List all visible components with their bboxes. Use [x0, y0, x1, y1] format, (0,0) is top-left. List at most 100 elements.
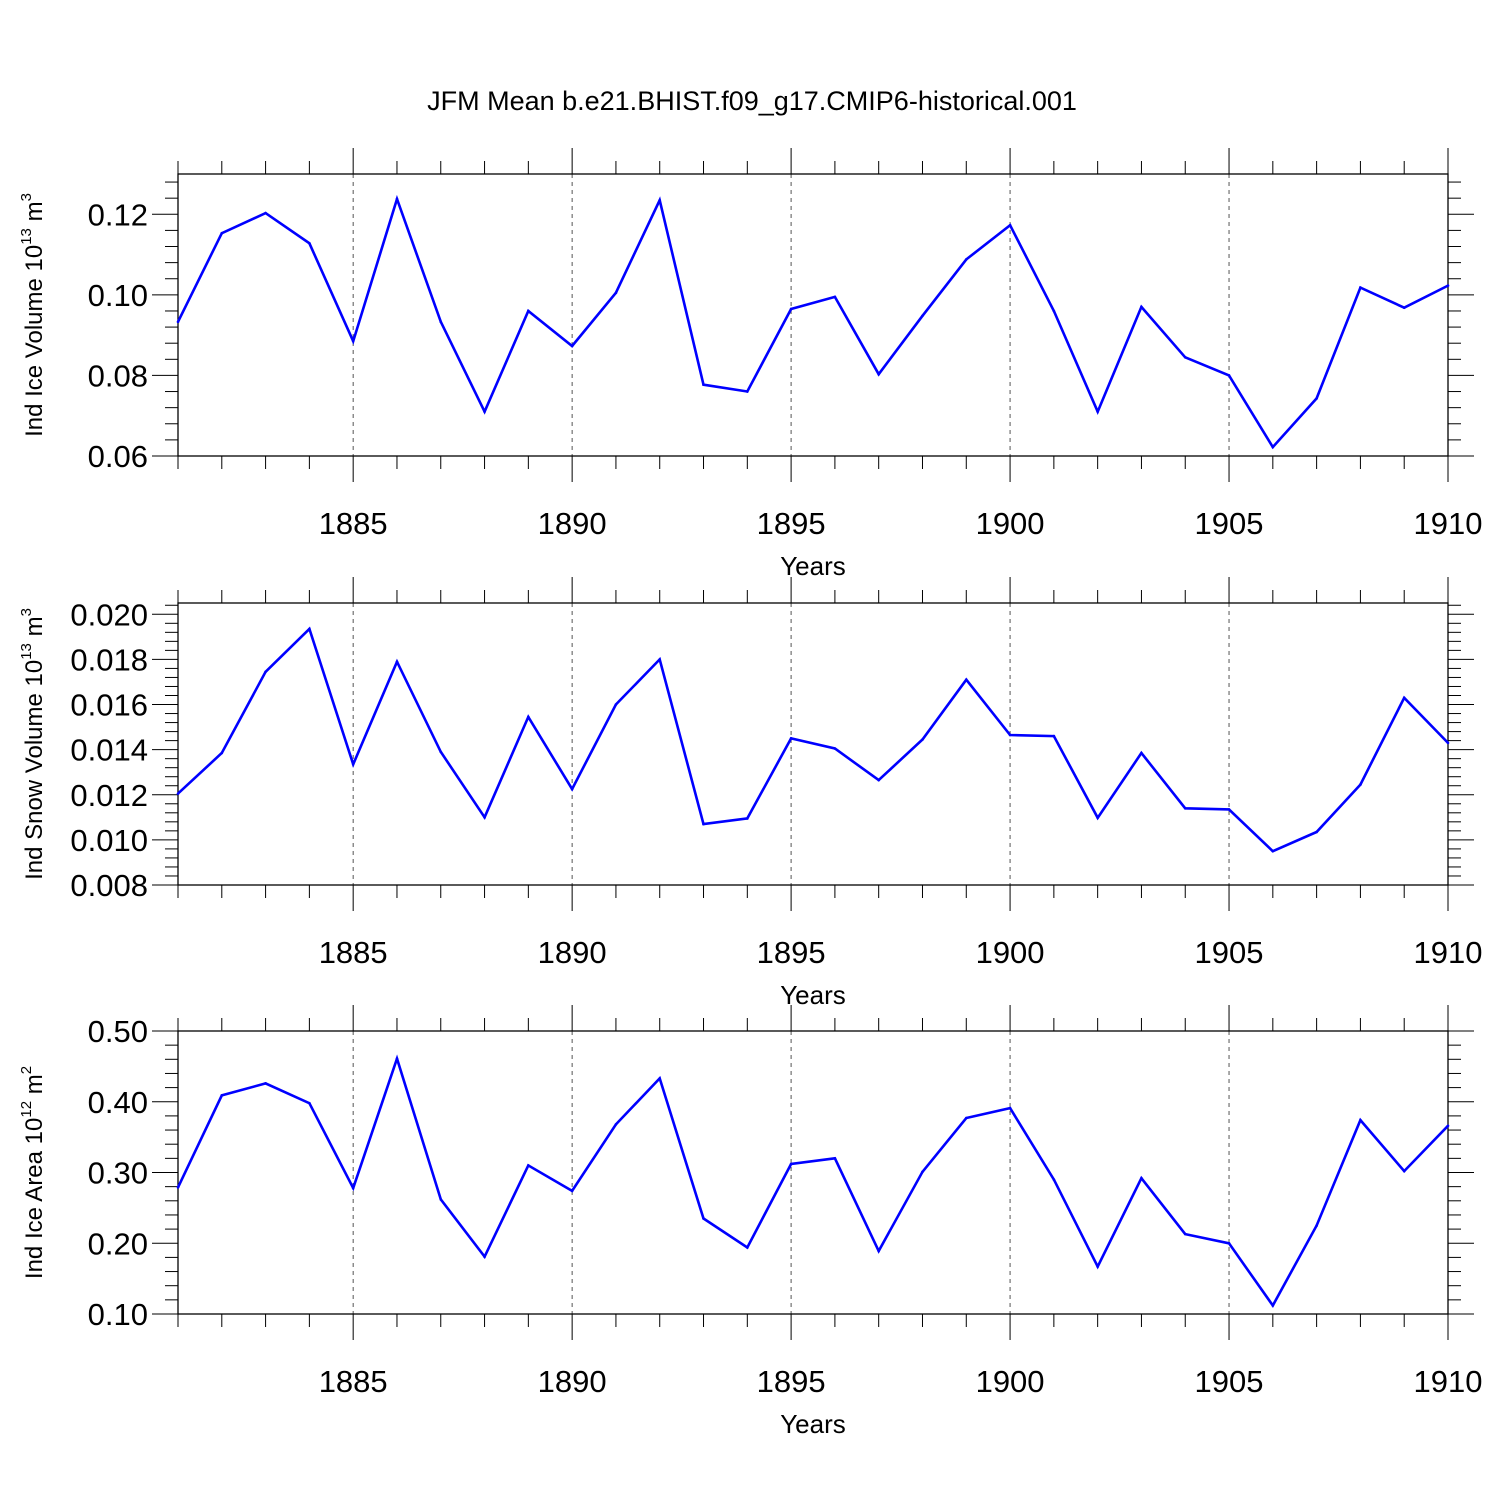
- data-point: [614, 703, 618, 706]
- data-point: [1183, 1232, 1187, 1236]
- data-point: [527, 715, 530, 719]
- data-point: [527, 309, 530, 313]
- data-point: [264, 1082, 267, 1085]
- data-point: [921, 314, 924, 318]
- x-tick-label: 1885: [319, 506, 388, 541]
- y-axis-label-superscript: 13: [18, 643, 35, 660]
- data-point: [220, 751, 224, 755]
- data-point: [964, 1116, 968, 1120]
- y-tick-label: 0.40: [88, 1085, 148, 1120]
- data-point: [1402, 696, 1406, 700]
- data-point: [877, 1249, 880, 1253]
- data-point: [789, 307, 793, 311]
- series-line: [176, 194, 1449, 450]
- data-point: [1315, 1224, 1318, 1227]
- data-point: [746, 390, 749, 393]
- data-point: [1446, 741, 1450, 745]
- data-point: [1315, 830, 1318, 834]
- data-point: [264, 211, 267, 215]
- y-axis-label-text: Ind Ice Volume 10: [21, 245, 48, 437]
- y-axis-label: Ind Snow Volume 1013 m3: [18, 608, 48, 880]
- data-point: [570, 344, 574, 348]
- y-axis-label-superscript: 3: [18, 608, 35, 616]
- x-tick-label: 1895: [757, 935, 826, 970]
- y-tick-label: 0.018: [70, 642, 148, 677]
- y-axis-label-superscript: 2: [18, 1066, 35, 1074]
- x-tick-label: 1900: [976, 1364, 1045, 1399]
- data-point: [439, 320, 443, 324]
- data-point: [395, 660, 399, 663]
- data-point: [746, 1246, 749, 1249]
- data-point: [964, 678, 968, 682]
- y-axis-label-text: m: [21, 616, 48, 643]
- data-point: [176, 792, 180, 795]
- data-point: [833, 295, 837, 299]
- x-tick-label: 1905: [1195, 1364, 1264, 1399]
- data-point: [395, 197, 399, 201]
- data-point: [483, 1255, 486, 1258]
- x-tick-label: 1900: [976, 935, 1045, 970]
- x-axis-label: Years: [780, 1409, 846, 1439]
- data-point: [439, 1198, 443, 1201]
- data-point: [483, 816, 486, 819]
- data-point: [308, 627, 311, 631]
- data-point: [964, 258, 968, 261]
- y-tick-label: 0.010: [70, 823, 148, 858]
- data-point: [1271, 849, 1275, 853]
- data-point: [789, 1162, 793, 1166]
- y-tick-label: 0.10: [88, 278, 148, 313]
- data-point: [439, 750, 443, 754]
- data-point: [570, 787, 574, 791]
- chart-title: JFM Mean b.e21.BHIST.f09_g17.CMIP6-histo…: [427, 86, 1077, 116]
- data-point: [1183, 356, 1187, 359]
- data-point: [1271, 1304, 1275, 1307]
- data-point: [570, 1189, 574, 1193]
- data-point: [877, 778, 880, 782]
- x-tick-label: 1890: [538, 1364, 607, 1399]
- data-point: [1008, 223, 1012, 227]
- data-point: [1402, 1169, 1406, 1173]
- y-axis-label-text: Ind Ice Area 10: [21, 1118, 48, 1279]
- y-tick-label: 0.06: [88, 439, 148, 474]
- data-point: [1359, 783, 1362, 786]
- data-point: [527, 1164, 530, 1167]
- data-point: [1008, 733, 1012, 737]
- y-tick-label: 0.30: [88, 1156, 148, 1191]
- x-tick-label: 1895: [757, 506, 826, 541]
- series-line: [176, 1054, 1449, 1308]
- data-point: [1140, 751, 1143, 755]
- data-point: [351, 1186, 355, 1190]
- y-tick-label: 0.008: [70, 868, 148, 903]
- data-point: [1227, 808, 1231, 811]
- x-tick-label: 1900: [976, 506, 1045, 541]
- panel-3: 0.10 0.20 0.30 0.40 0.50 1885 1890 1895 1900 1905…: [18, 1005, 1482, 1439]
- x-tick-label: 1910: [1414, 506, 1483, 541]
- data-point: [921, 1170, 924, 1174]
- data-point: [264, 670, 267, 674]
- data-point: [1359, 1118, 1362, 1122]
- y-axis-label: Ind Ice Area 1012 m2: [18, 1066, 48, 1279]
- data-point: [746, 817, 749, 820]
- data-point: [1402, 306, 1406, 310]
- data-point: [1140, 1176, 1143, 1180]
- data-point: [658, 658, 662, 661]
- x-tick-label: 1910: [1414, 1364, 1483, 1399]
- data-point: [1096, 816, 1099, 820]
- data-point: [176, 320, 180, 324]
- data-point: [658, 1077, 662, 1080]
- data-point: [1096, 410, 1099, 413]
- data-point: [176, 1186, 180, 1189]
- data-point: [1315, 397, 1318, 400]
- data-point: [1096, 1265, 1099, 1268]
- y-tick-label: 0.012: [70, 778, 148, 813]
- data-point: [1446, 284, 1450, 287]
- panel-1: 0.06 0.08 0.10 0.12 1885 1890 1895 1900 1905 1910…: [18, 148, 1482, 581]
- y-axis-label-superscript: 13: [18, 228, 35, 245]
- y-tick-label: 0.12: [88, 197, 148, 232]
- data-point: [1227, 1241, 1231, 1245]
- x-tick-label: 1890: [538, 935, 607, 970]
- data-point: [1052, 309, 1056, 313]
- data-point: [220, 1094, 224, 1097]
